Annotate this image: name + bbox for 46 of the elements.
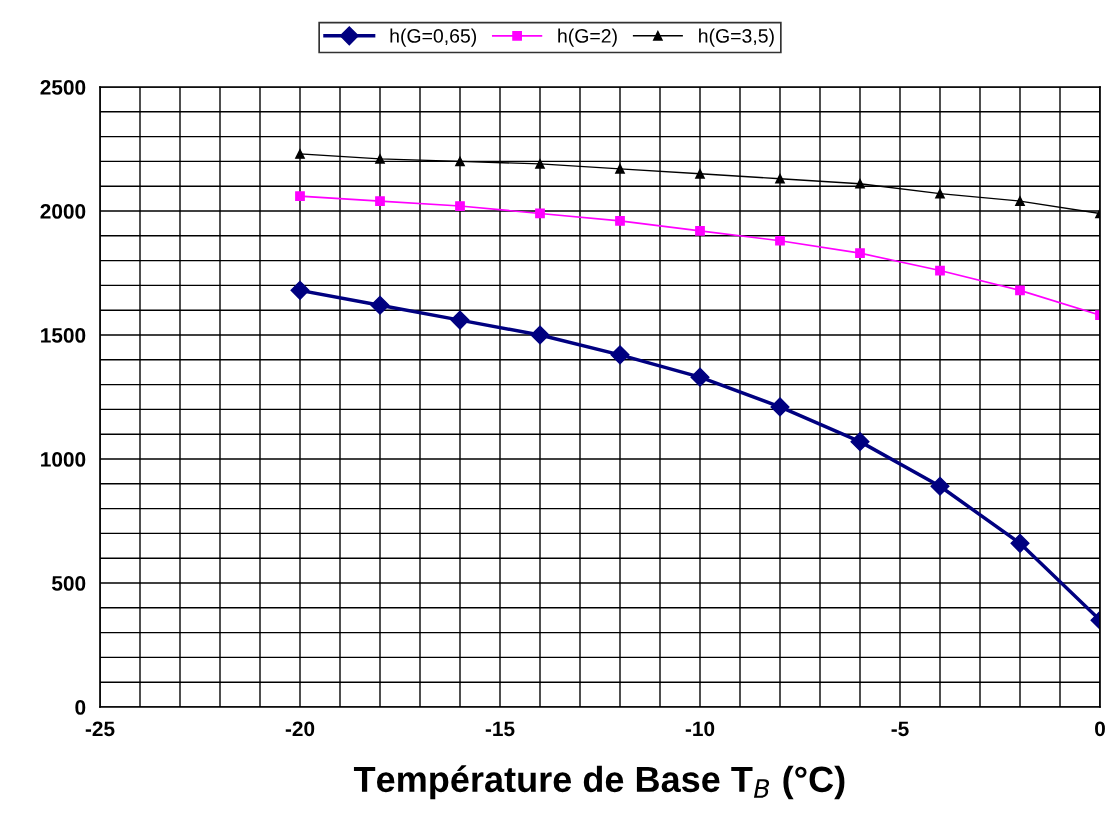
x-axis-title: Température de Base T$_{B}$ (°C)	[353, 765, 845, 800]
legend-label: h(G=2)	[558, 28, 617, 47]
point	[290, 280, 310, 300]
point	[775, 235, 785, 246]
point	[375, 196, 385, 206]
x-tick-label: -10	[685, 721, 715, 737]
point	[935, 188, 945, 199]
point	[535, 208, 545, 219]
point	[1010, 533, 1030, 553]
point	[535, 159, 545, 169]
point	[775, 173, 785, 184]
x-tick-label: -5	[891, 721, 909, 737]
point	[1015, 196, 1025, 206]
point	[695, 225, 705, 236]
point	[855, 248, 865, 259]
point	[450, 310, 470, 330]
x-tick-label: 0	[1095, 721, 1105, 737]
x-tick-label: -15	[485, 721, 515, 737]
y-tick-label: 2500	[40, 80, 86, 95]
point	[690, 367, 710, 387]
point	[610, 345, 630, 365]
point	[455, 201, 465, 211]
y-tick-label: 1500	[41, 328, 86, 343]
point	[615, 216, 625, 226]
legend-label: h(G=3,5)	[699, 28, 774, 47]
point	[370, 295, 390, 315]
point	[935, 265, 945, 276]
y-tick-label: 500	[52, 576, 86, 591]
legend-label: h(G=0,65)	[390, 28, 477, 47]
point	[855, 178, 865, 189]
point	[375, 154, 385, 164]
point	[695, 168, 705, 179]
point	[850, 432, 870, 452]
point	[1015, 285, 1025, 296]
point	[295, 149, 305, 159]
y-tick-label: 1000	[41, 452, 86, 467]
point	[455, 156, 465, 167]
x-tick-label: -25	[85, 721, 115, 737]
y-tick-label: 2000	[40, 204, 86, 219]
x-tick-label: -20	[285, 721, 315, 737]
point	[930, 476, 950, 496]
point	[770, 397, 790, 417]
point	[295, 191, 305, 201]
point	[615, 163, 625, 174]
y-tick-label: 0	[75, 700, 86, 715]
point	[530, 325, 550, 345]
